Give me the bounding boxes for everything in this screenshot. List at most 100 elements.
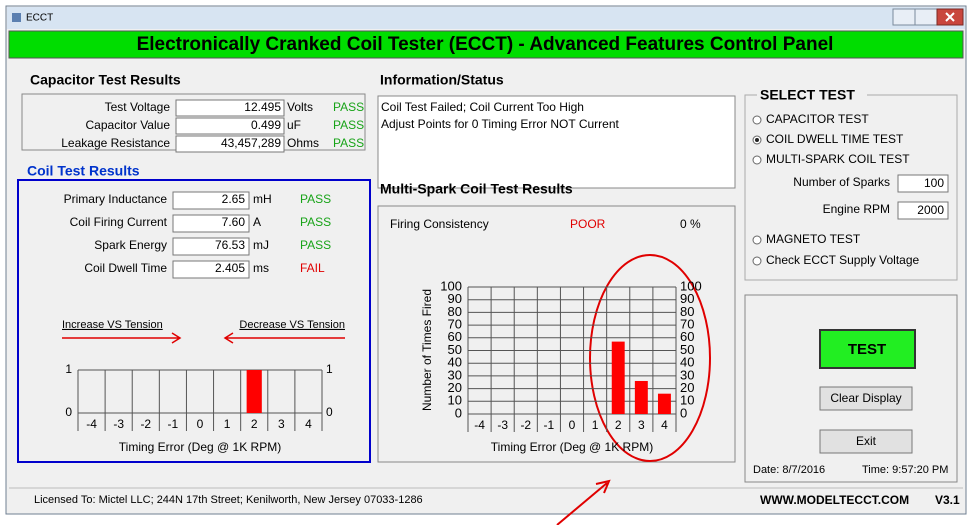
- y-tick-label-right: 70: [680, 317, 694, 332]
- field-unit: ms: [253, 261, 269, 275]
- test-button-label: TEST: [848, 341, 886, 358]
- radio[interactable]: [752, 256, 762, 266]
- group-title: SELECT TEST: [760, 87, 855, 103]
- field-unit: mH: [253, 192, 272, 206]
- test-button[interactable]: [819, 329, 916, 369]
- consistency-value: POOR: [570, 217, 606, 231]
- field-label: Capacitor Value: [86, 118, 171, 132]
- field-unit: A: [253, 215, 261, 229]
- y-tick-label-right: 80: [680, 304, 694, 319]
- x-tick-label: 3: [638, 418, 645, 432]
- bar: [634, 380, 648, 414]
- field-value: 0.499: [251, 118, 281, 132]
- field-label: Number of Sparks: [793, 175, 890, 189]
- x-tick-label: 1: [592, 418, 599, 432]
- y-tick-label-right: 60: [680, 329, 694, 344]
- field-value: 100: [924, 176, 944, 190]
- radio-dot: [755, 138, 759, 142]
- field-value: 7.60: [222, 215, 246, 229]
- field-status: PASS: [300, 215, 331, 229]
- window-title: ECCT: [26, 13, 53, 24]
- field-value: 43,457,289: [221, 136, 281, 150]
- field-label: Primary Inductance: [64, 192, 168, 206]
- value-box: [175, 117, 285, 135]
- value-box: [175, 99, 285, 117]
- field-unit: Ohms: [287, 136, 319, 150]
- y-tick-label-right: 90: [680, 291, 694, 306]
- x-tick-label: 4: [661, 418, 668, 432]
- section-title: Coil Test Results: [27, 163, 140, 179]
- license-text: Licensed To: Mictel LLC; 244N 17th Stree…: [34, 494, 423, 506]
- x-tick-label: -2: [140, 417, 151, 431]
- y-tick-label: 0: [455, 405, 462, 420]
- x-tick-label: 1: [224, 417, 231, 431]
- x-tick-label: -4: [474, 418, 485, 432]
- y-tick-label: 50: [448, 342, 462, 357]
- y-tick-label-right: 30: [680, 367, 694, 382]
- x-tick-label: 0: [197, 417, 204, 431]
- clear-button[interactable]: [819, 386, 913, 411]
- control-frame: [744, 294, 958, 483]
- annotation-arrow: [556, 479, 611, 526]
- time-label: Time: 9:57:20 PM: [862, 464, 948, 476]
- x-tick-label: 3: [278, 417, 285, 431]
- radio[interactable]: [752, 155, 762, 165]
- group-label-bg: [757, 88, 867, 102]
- field-status: PASS: [333, 136, 364, 150]
- exit-button[interactable]: [819, 429, 913, 454]
- y-tick-label-right: 50: [680, 342, 694, 357]
- field-unit: Volts: [287, 100, 313, 114]
- y-tick-label-right: 1: [326, 362, 333, 376]
- clear-button-label: Clear Display: [830, 391, 901, 405]
- x-tick-label: 2: [251, 417, 258, 431]
- field-label: Spark Energy: [94, 238, 167, 252]
- x-tick-label: -1: [168, 417, 179, 431]
- y-tick-label: 0: [65, 405, 72, 419]
- field-label: Engine RPM: [823, 202, 890, 216]
- y-tick-label: 1: [65, 362, 72, 376]
- field-status: FAIL: [300, 261, 325, 275]
- y-tick-label-right: 100: [680, 278, 702, 293]
- x-tick-label: -4: [86, 417, 97, 431]
- field-unit: mJ: [253, 238, 269, 252]
- date-label: Date: 8/7/2016: [753, 464, 825, 476]
- radio-label: CAPACITOR TEST: [766, 112, 869, 126]
- maximize-button[interactable]: [914, 8, 938, 26]
- version: V3.1: [935, 493, 960, 507]
- y-tick-label: 60: [448, 329, 462, 344]
- y-tick-label: 80: [448, 304, 462, 319]
- field-status: PASS: [333, 100, 364, 114]
- radio-label: MAGNETO TEST: [766, 232, 861, 246]
- status-line: Coil Test Failed; Coil Current Too High: [381, 100, 584, 114]
- header-banner: [8, 30, 964, 59]
- bar: [657, 393, 671, 414]
- radio-label: MULTI-SPARK COIL TEST: [766, 152, 910, 166]
- radio[interactable]: [752, 115, 762, 125]
- decrease-arrow: [223, 332, 345, 344]
- bar: [246, 370, 262, 413]
- field-value: 2.405: [215, 261, 245, 275]
- x-tick-label: 0: [569, 418, 576, 432]
- y-tick-label: 10: [448, 393, 462, 408]
- annotation-ellipse: [589, 254, 711, 462]
- increase-label: Increase VS Tension: [62, 319, 163, 331]
- y-tick-label-right: 40: [680, 355, 694, 370]
- consistency-percent: 0 %: [680, 217, 701, 231]
- section-title: Information/Status: [380, 72, 504, 88]
- info-textbox: [377, 95, 736, 189]
- minimize-button[interactable]: [892, 8, 916, 26]
- value-box: [172, 237, 250, 256]
- radio[interactable]: [752, 235, 762, 245]
- app-icon: [12, 13, 21, 22]
- field-status: PASS: [333, 118, 364, 132]
- x-axis-label: Timing Error (Deg @ 1K RPM): [491, 440, 653, 454]
- y-tick-label: 70: [448, 317, 462, 332]
- y-tick-label: 20: [448, 380, 462, 395]
- x-tick-label: 4: [305, 417, 312, 431]
- field-value: 12.495: [244, 100, 281, 114]
- title-bar: [7, 7, 965, 29]
- value-box: [172, 191, 250, 210]
- website: WWW.MODELTECCT.COM: [760, 493, 909, 507]
- value-box: [175, 135, 285, 153]
- bar: [611, 341, 625, 414]
